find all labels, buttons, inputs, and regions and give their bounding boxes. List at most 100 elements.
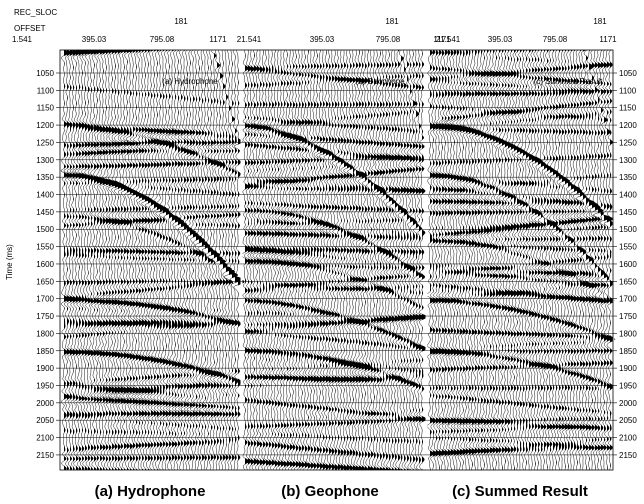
wiggle-trace — [511, 49, 519, 471]
wiggle-trace — [446, 49, 458, 471]
time-tick-label: 2100 — [619, 434, 637, 443]
wiggle-trace — [570, 49, 581, 471]
wiggle-fill — [562, 50, 568, 470]
time-tick-label: 1400 — [619, 191, 637, 200]
wiggle-fill — [118, 50, 124, 470]
wiggle-trace — [192, 49, 203, 471]
wiggle-trace — [516, 49, 525, 471]
wiggle-trace — [194, 49, 206, 471]
wiggle-trace — [134, 49, 145, 471]
wiggle-trace — [560, 49, 572, 471]
time-tick-label: 1650 — [619, 277, 637, 286]
wiggle-trace — [322, 49, 332, 471]
wiggle-fill — [365, 50, 369, 470]
wiggle-trace — [478, 49, 486, 471]
wiggle-trace — [285, 49, 296, 471]
time-tick-label: 2000 — [619, 399, 637, 408]
wiggle-fill — [451, 50, 457, 470]
wiggle-panel — [426, 49, 616, 471]
wiggle-fill — [368, 50, 372, 470]
wiggle-trace — [273, 49, 283, 471]
wiggle-trace — [247, 49, 256, 471]
wiggle-fill — [448, 50, 454, 470]
wiggle-trace — [90, 49, 100, 471]
wiggle-fill — [595, 50, 601, 470]
wiggle-trace — [241, 49, 250, 471]
wiggle-trace — [243, 49, 253, 471]
wiggle-trace — [349, 49, 360, 471]
wiggle-trace — [96, 49, 107, 471]
time-tick-label: 1550 — [36, 243, 54, 252]
wiggle-trace — [265, 49, 273, 471]
wiggle-fill — [263, 50, 268, 470]
wiggle-fill — [535, 50, 541, 470]
wiggle-trace — [197, 49, 209, 471]
wiggle-trace — [573, 49, 583, 471]
wiggle-fill — [604, 50, 610, 470]
wiggle-trace — [227, 49, 239, 471]
wiggle-trace — [531, 49, 542, 471]
wiggle-trace — [140, 49, 152, 471]
wiggle-trace — [119, 49, 130, 471]
wiggle-trace — [183, 49, 193, 471]
wiggle-fill — [478, 50, 483, 470]
wiggle-fill — [410, 50, 415, 470]
wiggle-trace — [564, 49, 574, 471]
wiggle-fill — [85, 50, 91, 470]
wiggle-fill — [583, 50, 588, 470]
time-tick-label: 1350 — [619, 173, 637, 182]
offset-tick-label: 1171 — [599, 35, 617, 44]
plot-frame — [59, 49, 614, 471]
wiggle-trace — [415, 49, 425, 471]
wiggle-trace — [567, 49, 577, 470]
wiggle-fill — [70, 50, 75, 470]
wiggle-trace — [155, 49, 167, 471]
wiggle-fill — [341, 50, 346, 470]
offset-label: OFFSET — [14, 24, 46, 33]
wiggle-trace — [93, 49, 104, 471]
wiggle-fill — [245, 50, 250, 470]
wiggle-trace — [474, 49, 483, 471]
panel-caption: (c) Summed Result — [452, 483, 588, 500]
offset-tick-label: 795.08 — [150, 35, 175, 44]
wiggle-fill — [430, 50, 436, 470]
wiggle-trace — [72, 49, 82, 471]
wiggle-trace — [69, 49, 78, 471]
wiggle-trace — [367, 49, 375, 471]
wiggle-trace — [280, 49, 289, 471]
time-tick-label: 1350 — [36, 173, 54, 182]
wiggle-fill — [64, 50, 70, 470]
wiggle-trace — [319, 49, 329, 471]
wiggle-trace — [177, 49, 188, 471]
wiggle-fill — [574, 50, 580, 470]
time-tick-label: 1500 — [36, 225, 54, 234]
panel-label: (c) Summed Result — [534, 77, 603, 86]
wiggle-trace — [249, 49, 260, 471]
wiggle-trace — [495, 49, 505, 471]
wiggle-trace — [186, 49, 197, 471]
time-tick-label: 2150 — [36, 451, 54, 460]
wiggle-fill — [211, 50, 217, 470]
wiggle-trace — [459, 49, 470, 471]
time-tick-label: 1150 — [37, 104, 55, 113]
wiggle-trace — [80, 49, 91, 471]
wiggle-trace — [373, 49, 384, 471]
wiggle-trace — [468, 49, 478, 471]
wiggle-fill — [445, 50, 451, 470]
offset-tick-label: 795.08 — [376, 35, 401, 44]
wiggle-panel — [241, 49, 428, 471]
time-tick-label: 1750 — [619, 312, 637, 321]
wiggle-trace — [283, 49, 294, 471]
wiggle-trace — [433, 49, 442, 471]
wiggle-trace — [462, 49, 473, 470]
wiggle-trace — [180, 49, 190, 471]
time-tick-label: 2050 — [619, 416, 637, 425]
wiggle-trace — [174, 49, 185, 471]
wiggle-trace — [77, 49, 88, 471]
wiggle-fill — [217, 50, 223, 470]
wiggle-trace — [438, 49, 449, 471]
time-tick-label: 2000 — [36, 399, 54, 408]
time-tick-label: 1300 — [619, 156, 637, 165]
time-tick-label: 1500 — [619, 225, 637, 234]
